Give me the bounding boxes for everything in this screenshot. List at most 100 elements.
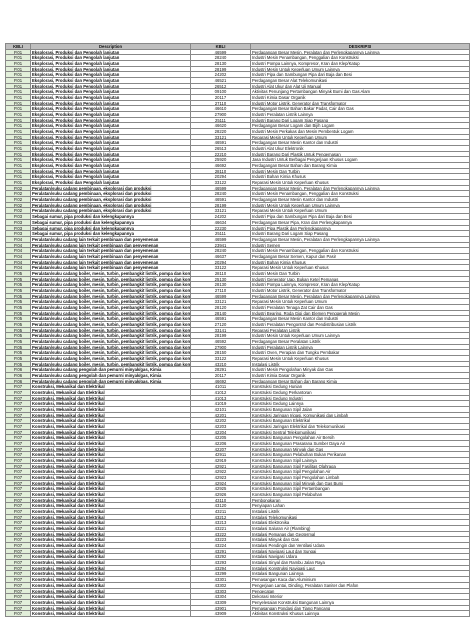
group-code: P.01: [6, 163, 31, 169]
kbli-description: Instalasi Elektronika: [251, 520, 470, 527]
group-code: P.01: [6, 55, 31, 62]
group-description: Konstruksi, Mekanikal dan Elektrikal: [31, 526, 191, 532]
group-description: Eksplorasi, Produksi dan Pengolah lanjut…: [31, 112, 191, 118]
group-code: P.07: [6, 441, 31, 447]
kbli-description: Industri Pipa dan Sambungan Pipa dari Ba…: [251, 214, 470, 220]
kbli-code: 27900: [191, 112, 251, 118]
kbli-code: 24202: [191, 72, 251, 79]
kbli-code: 20117: [191, 95, 251, 101]
group-code: P.01: [6, 78, 31, 84]
group-code: P.07: [6, 594, 31, 600]
group-code: P.07: [6, 577, 31, 583]
group-description: Eksplorasi, Produksi dan Pengolah lanjut…: [31, 66, 191, 73]
group-description: Sebagai sumur, pipa produksi dan kelengk…: [31, 231, 191, 237]
kbli-description: Konstruksi Gedung Perkantoran: [251, 389, 470, 396]
kbli-code: 42207: [191, 446, 251, 453]
group-description: Eksplorasi, Produksi dan Pengolah lanjut…: [31, 174, 191, 181]
kbli-code: 43221: [191, 526, 251, 532]
kbli-code: 43301: [191, 577, 251, 583]
group-description: Eksplorasi, Produksi dan Pengolah lanjut…: [31, 163, 191, 169]
kbli-description: Industri Kimia Dasar Organik: [251, 95, 470, 101]
group-description: Eksplorasi, Produksi dan Pengolah lanjut…: [31, 72, 191, 79]
kbli-code: 28140: [191, 310, 251, 317]
kbli-description: Instalasi Bangunan Lainnya: [251, 571, 470, 578]
kbli-code: 46592: [191, 338, 251, 345]
kbli-code: 25920: [191, 157, 251, 164]
group-description: Konstruksi, Mekanikal dan Elektrikal: [31, 588, 191, 595]
group-description: Konstruksi, Mekanikal dan Elektrikal: [31, 599, 191, 606]
group-code: P.07: [6, 418, 31, 425]
kbli-code: 26512: [191, 83, 251, 90]
kbli-code: 42206: [191, 441, 251, 447]
group-code: P.04: [6, 248, 31, 254]
kbli-description: Industri Oven, Perapian dan Tungku Pemba…: [251, 350, 470, 356]
group-description: Peralatan/suku cadang boiler, mesin, tur…: [31, 276, 191, 283]
kbli-code: 42203: [191, 424, 251, 430]
group-description: Peralatan/suku cadang pembinaan, eksplor…: [31, 202, 191, 209]
group-code: P.01: [6, 129, 31, 135]
group-code: P.01: [6, 168, 31, 175]
kbli-code: 46692: [191, 378, 251, 385]
kbli-code: 28199: [191, 66, 251, 73]
kbli-description: Konstruksi Bangunan Sipil Pengolahan Lim…: [251, 475, 470, 481]
header-cell: KBLI: [191, 44, 251, 50]
kbli-code: 33141: [191, 327, 251, 334]
group-description: Konstruksi, Mekanikal dan Elektrikal: [31, 509, 191, 515]
kbli-description: Konstruksi Gedung Lainnya: [251, 401, 470, 407]
group-description: Konstruksi, Mekanikal dan Elektrikal: [31, 548, 191, 555]
group-description: Konstruksi, Mekanikal dan Elektrikal: [31, 497, 191, 504]
kbli-code: 41012: [191, 389, 251, 396]
group-code: P.07: [6, 588, 31, 595]
group-description: Konstruksi, Mekanikal dan Elektrikal: [31, 560, 191, 566]
kbli-code: 42101: [191, 407, 251, 413]
kbli-description: Instalasi Sinyal dan Rambu Jalan Raya: [251, 560, 470, 566]
group-description: Konstruksi, Mekanikal dan Elektrikal: [31, 543, 191, 549]
group-description: Peralatan/suku cadang boiler, mesin, tur…: [31, 287, 191, 294]
group-code: P.05: [6, 361, 31, 368]
group-code: P.07: [6, 475, 31, 481]
kbli-description: Perdagangan Besar Semen, Kapur dan Pasir: [251, 253, 470, 260]
kbli-description: Industri Barang Dari Logam Siap Pasang: [251, 231, 470, 237]
group-description: Sebagai sumur, pipa produksi dan kelengk…: [31, 225, 191, 232]
group-code: P.05: [6, 304, 31, 311]
group-description: Konstruksi, Mekanikal dan Elektrikal: [31, 514, 191, 521]
group-code: P.07: [6, 429, 31, 436]
group-code: P.01: [6, 140, 31, 147]
group-code: P.04: [6, 259, 31, 266]
kbli-code: 28110: [191, 270, 251, 277]
group-code: P.07: [6, 469, 31, 476]
kbli-code: 28110: [191, 168, 251, 175]
group-description: Eksplorasi, Produksi dan Pengolah lanjut…: [31, 146, 191, 152]
group-code: P.04: [6, 236, 31, 243]
kbli-description: Penyiapan Lahan: [251, 503, 470, 510]
kbli-description: Konstruksi Bangunan Sipil Pengolahan Air: [251, 469, 470, 476]
kbli-code: 43309: [191, 599, 251, 606]
kbli-code: 23941: [191, 242, 251, 249]
group-description: Peralatan/suku cadang lain terkait pembi…: [31, 248, 191, 254]
kbli-code: 20294: [191, 259, 251, 266]
kbli-description: Konstruksi Bangunan Sipil Pelabuhan: [251, 492, 470, 498]
kbli-description: Industri Pompa Lainnya, Kompresor, Kran …: [251, 282, 470, 288]
kbli-code: 46591: [191, 197, 251, 203]
group-code: P.04: [6, 265, 31, 271]
kbli-code: 20294: [191, 174, 251, 181]
kbli-description: Industri Mesin Penambangan, Penggalian d…: [251, 248, 470, 254]
group-code: P.07: [6, 509, 31, 515]
kbli-description: Industri Mesin Dan Turbin: [251, 270, 470, 277]
kbli-code: 41013: [191, 395, 251, 402]
group-code: P.01: [6, 66, 31, 73]
group-code: P.02: [6, 191, 31, 198]
group-code: P.01: [6, 106, 31, 113]
kbli-code: 42201: [191, 412, 251, 419]
kbli-description: Konstruksi Bangunan Sipil Minyak dan Gas…: [251, 480, 470, 487]
group-description: Peralatan/suku cadang pembinaan, eksplor…: [31, 208, 191, 215]
kbli-description: Konstruksi Bangunan Sipil Pertambangan: [251, 486, 470, 493]
kbli-code: 42919: [191, 458, 251, 464]
group-description: Konstruksi, Mekanikal dan Elektrikal: [31, 401, 191, 407]
group-code: P.01: [6, 174, 31, 181]
group-code: P.05: [6, 299, 31, 305]
kbli-description: Pemasangan Kaca dan Aluminium: [251, 577, 470, 583]
group-code: P.07: [6, 497, 31, 504]
group-code: P.03: [6, 219, 31, 226]
group-code: P.07: [6, 401, 31, 407]
